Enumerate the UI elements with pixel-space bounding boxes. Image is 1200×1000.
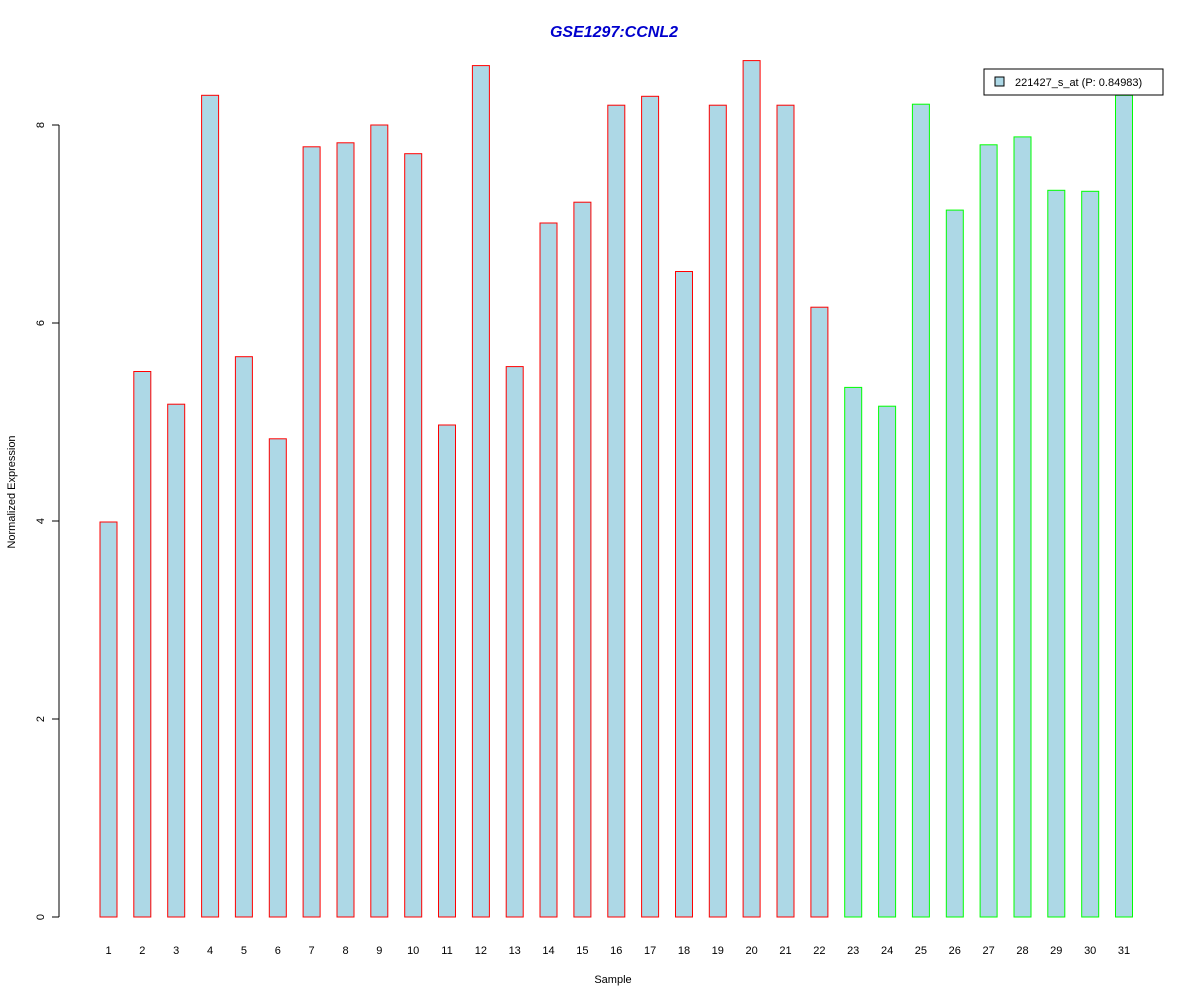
- bar-sample-20: [742, 60, 761, 918]
- legend: 221427_s_at (P: 0.84983): [983, 68, 1164, 96]
- y-tick-label: 0: [35, 914, 47, 920]
- x-tick-label: 9: [376, 945, 382, 957]
- bar-sample-18: [675, 271, 693, 918]
- bar-sample-2: [133, 371, 152, 918]
- x-tick-label: 7: [309, 945, 315, 957]
- bar-sample-25: [911, 103, 930, 918]
- x-tick-label: 5: [241, 945, 247, 957]
- bar-sample-3: [167, 403, 186, 918]
- x-tick-label: 10: [407, 945, 419, 957]
- x-tick-label: 4: [207, 945, 213, 957]
- y-axis: 0 2 4 6 8: [35, 122, 60, 920]
- bar-sample-28: [1013, 136, 1032, 918]
- bar-sample-12: [471, 65, 490, 918]
- bars-group: [99, 60, 1133, 918]
- x-axis-label: Sample: [594, 974, 631, 986]
- bar-sample-11: [438, 424, 456, 918]
- bar-sample-4: [201, 94, 220, 918]
- x-tick-label: 14: [542, 945, 554, 957]
- x-tick-label: 18: [678, 945, 690, 957]
- bar-sample-10: [404, 153, 423, 918]
- x-tick-label: 19: [712, 945, 724, 957]
- x-tick-label: 1: [105, 945, 111, 957]
- bar-sample-13: [505, 366, 524, 918]
- bar-sample-14: [539, 222, 558, 918]
- x-tick-label: 22: [813, 945, 825, 957]
- bar-sample-1: [99, 521, 118, 918]
- x-tick-label: 20: [745, 945, 757, 957]
- bar-sample-27: [979, 144, 998, 918]
- bar-sample-9: [370, 124, 389, 918]
- legend-label: 221427_s_at (P: 0.84983): [1015, 77, 1142, 89]
- y-axis-label: Normalized Expression: [6, 435, 18, 548]
- x-tick-label: 13: [509, 945, 521, 957]
- y-tick-label: 8: [35, 122, 47, 128]
- x-tick-label: 11: [441, 945, 452, 957]
- bar-sample-23: [844, 386, 863, 918]
- bar-sample-24: [878, 405, 897, 918]
- y-tick-label: 6: [35, 320, 47, 326]
- x-tick-label: 2: [139, 945, 145, 957]
- x-tick-label: 28: [1016, 945, 1028, 957]
- bar-sample-22: [810, 306, 829, 918]
- legend-box: [983, 68, 1164, 96]
- bar-sample-16: [607, 104, 626, 918]
- x-tick-label: 23: [847, 945, 859, 957]
- x-tick-label: 16: [610, 945, 622, 957]
- x-tick-label: 3: [173, 945, 179, 957]
- x-tick-label: 21: [779, 945, 791, 957]
- bar-sample-6: [268, 438, 287, 918]
- x-tick-label: 15: [576, 945, 588, 957]
- x-tick-label: 31: [1118, 945, 1130, 957]
- x-tick-label: 17: [644, 945, 656, 957]
- bar-sample-7: [302, 146, 321, 918]
- bar-sample-30: [1081, 190, 1100, 918]
- x-tick-label: 6: [275, 945, 281, 957]
- y-tick-label: 2: [35, 716, 47, 722]
- x-tick-label: 8: [342, 945, 348, 957]
- x-tick-label: 25: [915, 945, 927, 957]
- chart-title: GSE1297:CCNL2: [550, 24, 678, 41]
- x-tick-labels: 1 2 3 4 5 6 7 8 9 10 11 12 13 14 15 16 17 18 19 20 21 22 23 24 2…: [105, 945, 1130, 957]
- bar-sample-21: [776, 104, 795, 918]
- x-tick-label: 27: [982, 945, 994, 957]
- x-tick-label: 26: [949, 945, 961, 957]
- bar-sample-15: [573, 201, 592, 918]
- bar-sample-26: [945, 209, 964, 918]
- x-tick-label: 30: [1084, 945, 1096, 957]
- bar-sample-29: [1047, 189, 1066, 918]
- legend-swatch: [994, 76, 1005, 87]
- x-tick-label: 29: [1050, 945, 1062, 957]
- bar-sample-8: [336, 142, 355, 918]
- bar-sample-17: [641, 95, 660, 918]
- x-tick-label: 12: [475, 945, 487, 957]
- y-tick-label: 4: [35, 518, 47, 524]
- bar-sample-19: [708, 104, 727, 918]
- bar-sample-5: [234, 356, 253, 918]
- x-tick-label: 24: [881, 945, 893, 957]
- bar-sample-31: [1115, 94, 1133, 918]
